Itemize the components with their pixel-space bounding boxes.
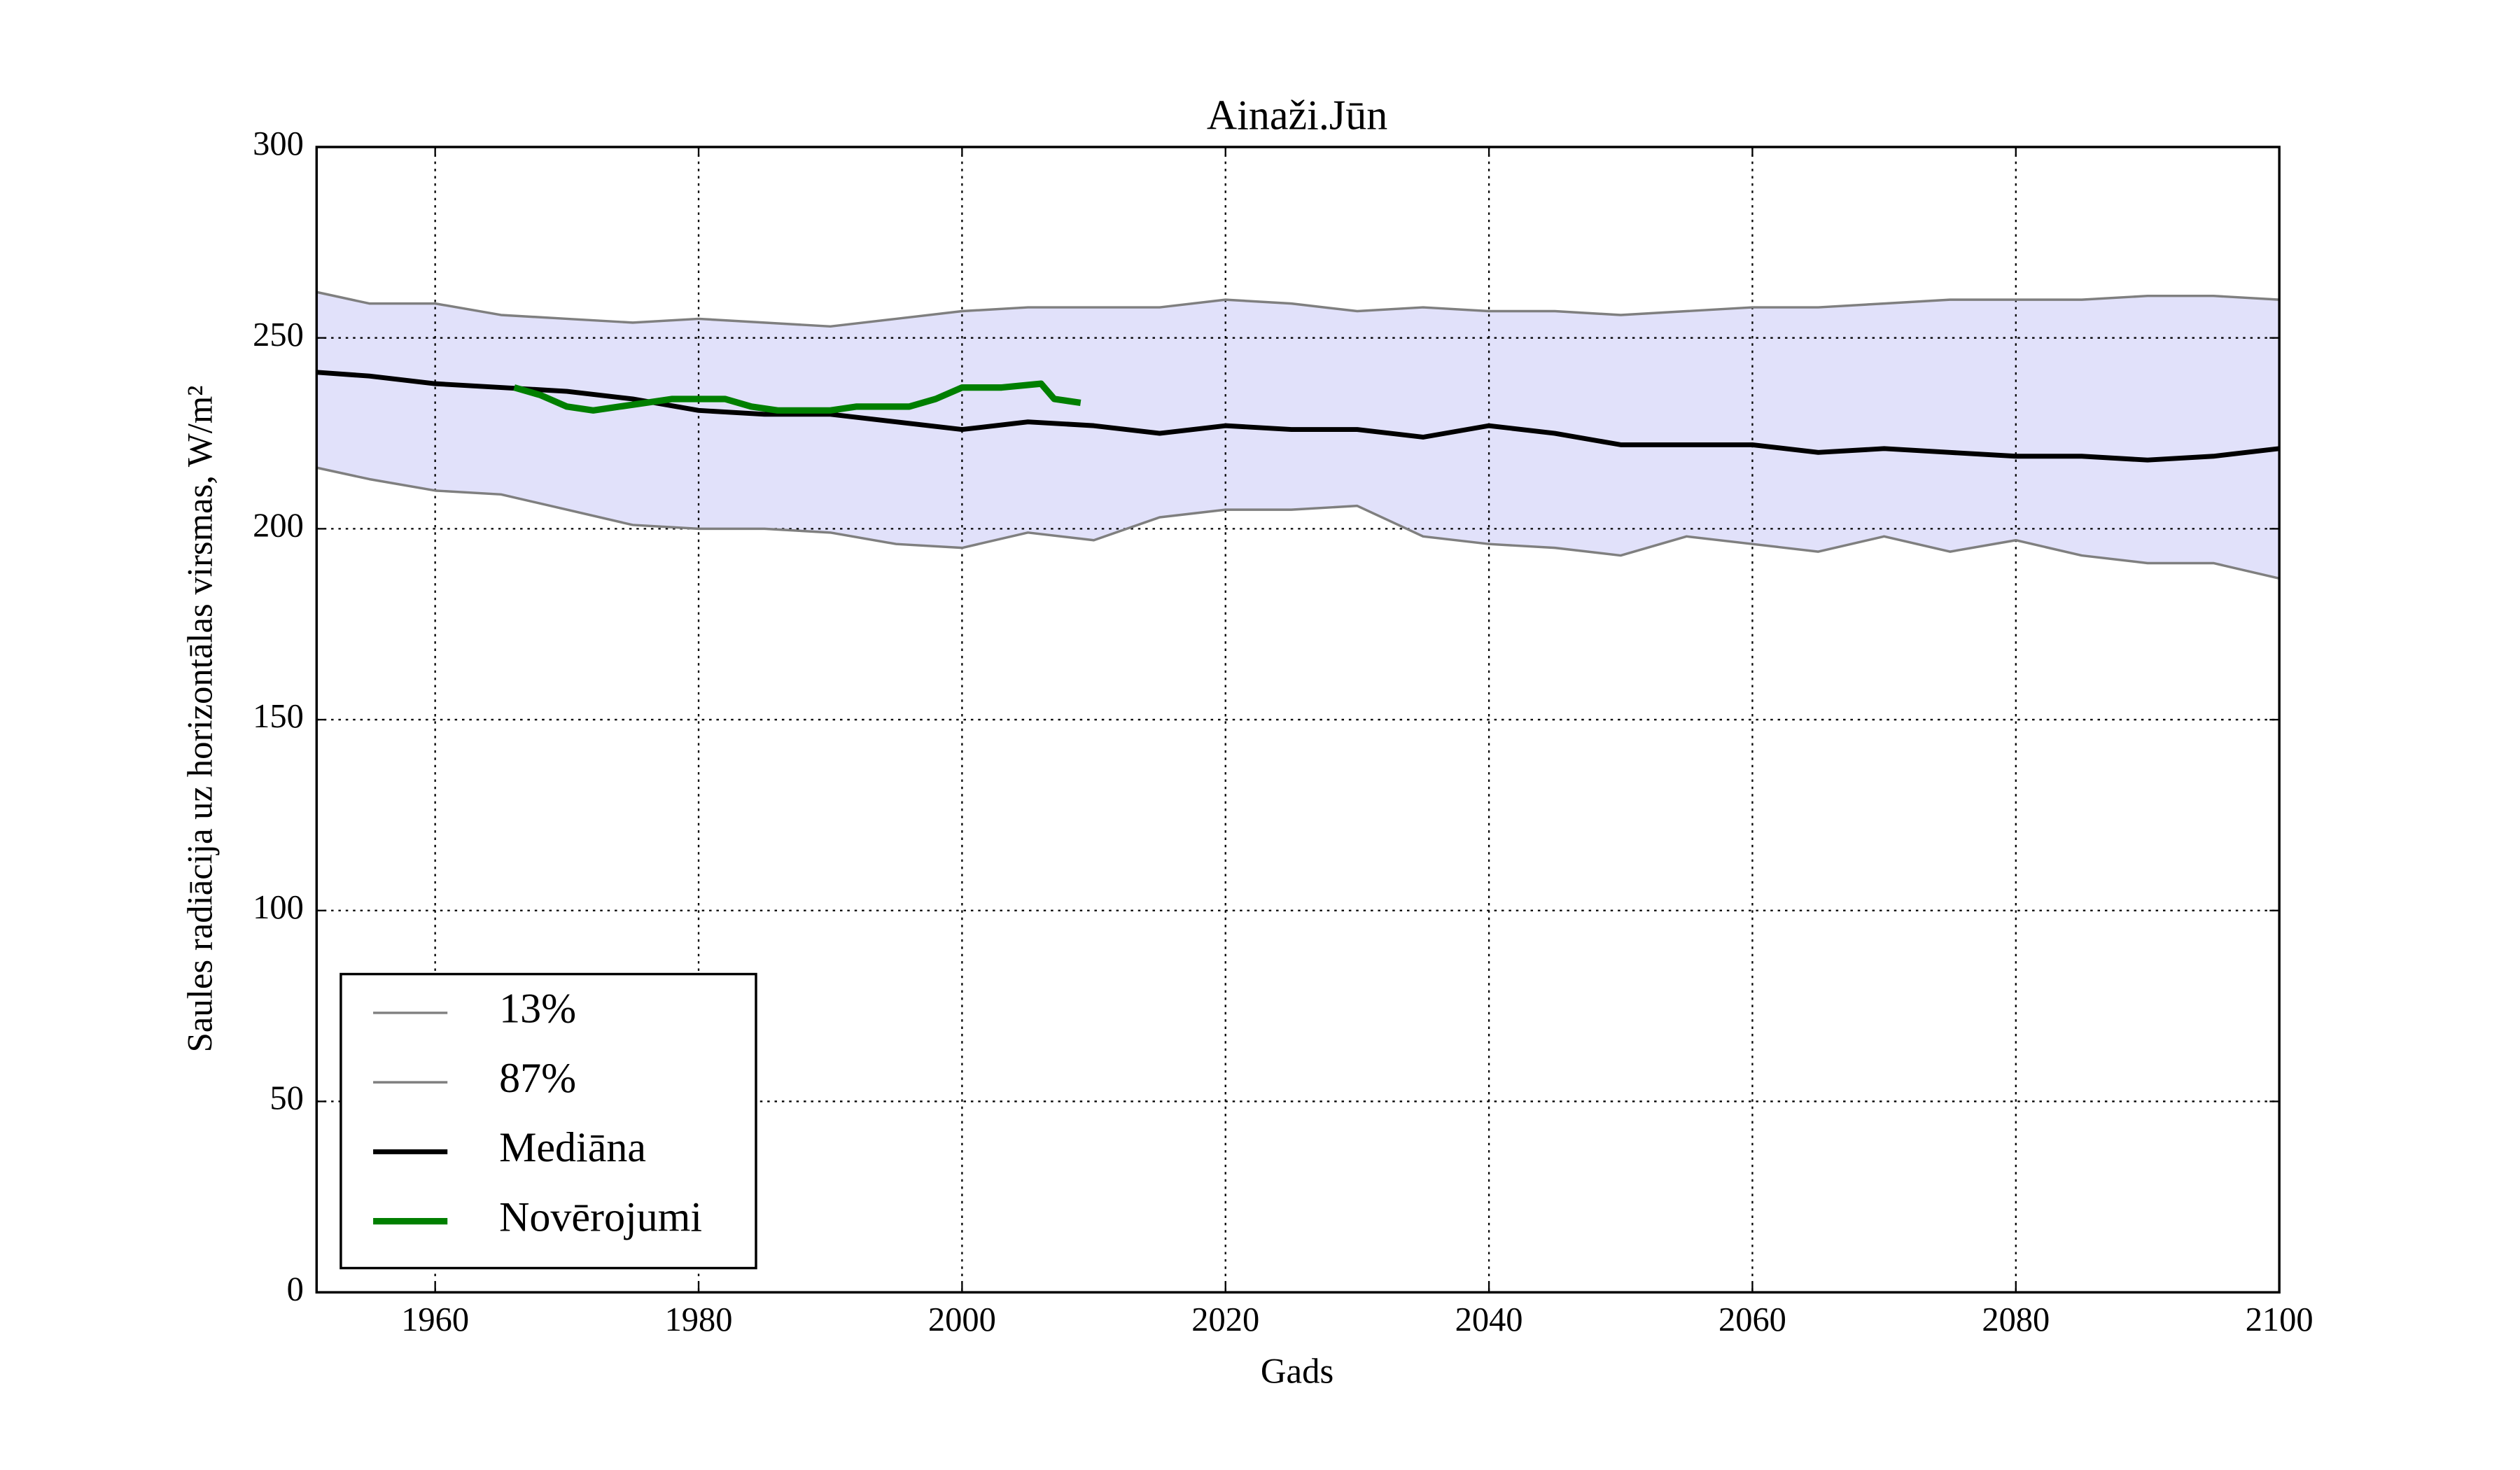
chart-title: Ainaži.Jūn — [1207, 92, 1387, 139]
plot-frame — [315, 146, 2281, 1294]
x-tick-label: 2040 — [1455, 1301, 1523, 1338]
legend-label: Novērojumi — [499, 1194, 702, 1240]
y-tick-label: 200 — [253, 507, 304, 545]
x-tick-label: 2100 — [2246, 1301, 2314, 1338]
percentile-band — [316, 292, 2280, 579]
y-tick-label: 0 — [287, 1270, 304, 1308]
legend-label: 87% — [499, 1055, 576, 1101]
y-tick-label: 300 — [253, 125, 304, 162]
x-tick-label: 2060 — [1718, 1301, 1786, 1338]
x-tick-label: 2020 — [1191, 1301, 1259, 1338]
legend-label: Mediāna — [499, 1124, 646, 1170]
series-line — [316, 290, 2280, 328]
series-line — [316, 466, 2280, 580]
y-tick-label: 150 — [253, 698, 304, 735]
y-axis-label: Saules radiācija uz horizontālas virsmas… — [180, 385, 219, 1052]
x-tick-label: 2000 — [928, 1301, 996, 1338]
y-tick-label: 50 — [270, 1080, 303, 1117]
x-axis-label: Gads — [1261, 1352, 1334, 1391]
legend-label: 13% — [499, 986, 576, 1032]
x-tick-label: 1960 — [401, 1301, 469, 1338]
y-tick-label: 250 — [253, 316, 304, 354]
x-tick-label: 1980 — [665, 1301, 733, 1338]
series-line — [513, 380, 1082, 414]
series-line — [316, 370, 2280, 463]
x-tick-label: 2080 — [1982, 1301, 2050, 1338]
y-tick-label: 100 — [253, 889, 304, 926]
